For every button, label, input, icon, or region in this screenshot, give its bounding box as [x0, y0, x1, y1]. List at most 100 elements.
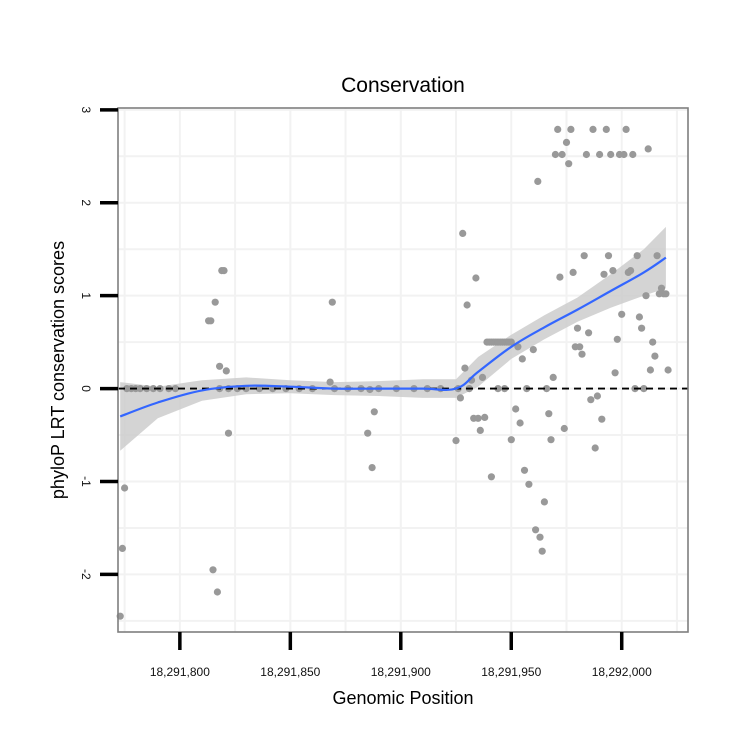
- data-point: [461, 364, 469, 372]
- data-point: [518, 355, 526, 363]
- data-point: [649, 338, 657, 346]
- smooth-fit-line: [119, 256, 667, 418]
- x-tick-label: 18,292,000: [592, 665, 652, 679]
- data-point: [565, 160, 573, 168]
- data-point: [560, 424, 568, 433]
- data-point: [370, 408, 378, 416]
- data-point: [532, 526, 540, 534]
- data-point: [525, 480, 533, 488]
- chart-title: Conservation: [341, 74, 465, 97]
- data-point: [657, 284, 666, 292]
- data-point: [573, 324, 582, 332]
- data-point: [213, 588, 221, 596]
- data-point: [364, 429, 372, 437]
- data-point: [507, 338, 515, 346]
- data-point: [664, 366, 672, 374]
- data-point: [642, 292, 650, 300]
- data-point: [538, 547, 546, 555]
- data-point: [640, 385, 648, 393]
- data-point: [613, 335, 621, 343]
- data-point: [494, 385, 502, 393]
- data-point: [556, 273, 564, 281]
- data-point: [600, 270, 608, 278]
- data-point: [633, 252, 641, 260]
- data-point: [622, 125, 630, 133]
- data-point: [452, 437, 460, 445]
- data-point: [545, 410, 553, 418]
- data-point: [611, 369, 619, 377]
- data-point: [171, 385, 179, 393]
- data-point: [638, 324, 646, 332]
- data-point: [507, 436, 515, 444]
- data-point: [629, 150, 637, 159]
- data-point: [580, 252, 588, 260]
- data-point: [220, 267, 228, 275]
- data-point: [149, 385, 157, 393]
- data-point: [534, 177, 542, 185]
- data-point: [520, 466, 529, 474]
- data-point: [620, 150, 628, 159]
- data-point: [593, 392, 602, 400]
- y-tick-label: -1: [79, 476, 93, 487]
- x-tick-label: 18,291,800: [150, 665, 210, 679]
- data-point: [598, 415, 606, 423]
- data-point: [651, 352, 659, 360]
- data-point: [609, 267, 617, 275]
- data-point: [136, 385, 144, 393]
- plot-frame: [117, 107, 689, 633]
- data-point: [635, 313, 644, 321]
- data-point: [487, 473, 495, 481]
- data-point: [547, 436, 555, 444]
- data-point: [368, 464, 376, 472]
- data-point: [653, 252, 661, 260]
- data-point: [481, 413, 489, 421]
- data-point: [209, 566, 217, 574]
- data-point: [558, 150, 566, 159]
- data-point: [662, 290, 670, 298]
- y-tick-label: 1: [79, 292, 93, 299]
- data-point: [476, 426, 484, 434]
- data-point: [536, 533, 544, 541]
- data-point: [569, 268, 577, 276]
- data-points: [116, 125, 672, 620]
- data-point: [618, 310, 626, 318]
- data-point: [582, 150, 591, 159]
- data-point: [529, 346, 537, 354]
- data-point: [224, 429, 233, 437]
- data-point: [459, 229, 467, 237]
- x-axis-ticks: 18,291,800 18,291,850 18,291,900 18,291,950…: [150, 632, 652, 679]
- data-point: [627, 267, 635, 275]
- y-tick-label: -2: [79, 569, 93, 580]
- data-point: [554, 125, 562, 133]
- data-point: [516, 419, 524, 427]
- data-point: [591, 444, 599, 452]
- y-tick-label: 3: [79, 107, 93, 114]
- data-point: [121, 484, 129, 492]
- data-point: [543, 385, 551, 393]
- data-point: [567, 125, 575, 133]
- data-point: [646, 366, 655, 374]
- data-point: [474, 414, 482, 422]
- data-point: [512, 405, 520, 413]
- data-point: [216, 362, 224, 370]
- data-point: [211, 298, 219, 306]
- data-point: [255, 385, 263, 393]
- data-point: [326, 378, 334, 386]
- data-point: [472, 274, 480, 282]
- data-point: [551, 150, 560, 159]
- data-point: [585, 329, 593, 337]
- y-tick-label: 0: [79, 385, 93, 392]
- data-point: [463, 301, 471, 309]
- data-point: [607, 150, 615, 159]
- data-point: [222, 367, 230, 375]
- data-point: [562, 138, 571, 146]
- x-tick-label: 18,291,850: [260, 665, 320, 679]
- x-tick-label: 18,291,950: [481, 665, 541, 679]
- data-point: [604, 252, 613, 260]
- y-axis-ticks: -2 -1 0 1 2 3: [79, 107, 118, 580]
- data-point: [549, 373, 557, 381]
- data-point: [644, 145, 652, 153]
- data-point: [589, 125, 597, 133]
